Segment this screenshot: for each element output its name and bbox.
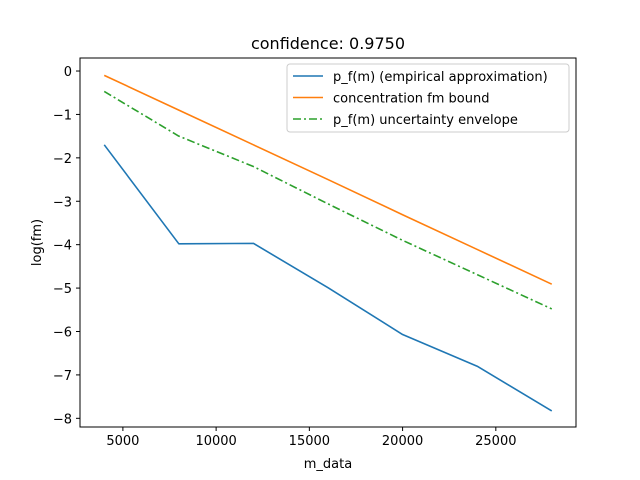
x-tick-label: 5000 bbox=[106, 434, 139, 449]
plot-area bbox=[79, 57, 577, 428]
x-axis-label: m_data bbox=[304, 457, 352, 472]
y-tick-label: −4 bbox=[53, 239, 72, 254]
x-tick-label: 10000 bbox=[195, 434, 236, 449]
y-tick-label: −2 bbox=[53, 152, 72, 167]
series-line-3 bbox=[103, 90, 553, 310]
legend-label-1: p_f(m) (empirical approximation) bbox=[333, 70, 548, 85]
plot-frame bbox=[79, 57, 577, 428]
x-tick-label: 15000 bbox=[289, 434, 330, 449]
x-tick-label: 25000 bbox=[475, 434, 516, 449]
y-tick-label: 0 bbox=[64, 65, 72, 80]
x-axis: 5000 10000 15000 20000 25000 bbox=[106, 427, 516, 449]
series-layer bbox=[103, 74, 553, 412]
y-tick-label: −7 bbox=[53, 369, 72, 384]
y-axis: 0 −1 −2 −3 −4 −5 −6 −7 −8 bbox=[53, 65, 80, 427]
x-tick-label: 20000 bbox=[382, 434, 423, 449]
chart-title: confidence: 0.9750 bbox=[251, 34, 405, 53]
legend: p_f(m) (empirical approximation) concentr… bbox=[286, 63, 570, 133]
y-tick-label: −3 bbox=[53, 195, 72, 210]
series-line-1 bbox=[103, 144, 553, 412]
y-tick-label: −1 bbox=[53, 108, 72, 123]
y-tick-label: −6 bbox=[53, 325, 72, 340]
y-tick-label: −8 bbox=[53, 412, 72, 427]
legend-label-3: p_f(m) uncertainty envelope bbox=[333, 113, 518, 128]
series-line-2 bbox=[103, 74, 553, 285]
y-tick-label: −5 bbox=[53, 282, 72, 297]
legend-frame bbox=[286, 63, 570, 133]
legend-label-2: concentration fm bound bbox=[333, 92, 489, 107]
y-axis-label: log(fm) bbox=[30, 219, 45, 266]
